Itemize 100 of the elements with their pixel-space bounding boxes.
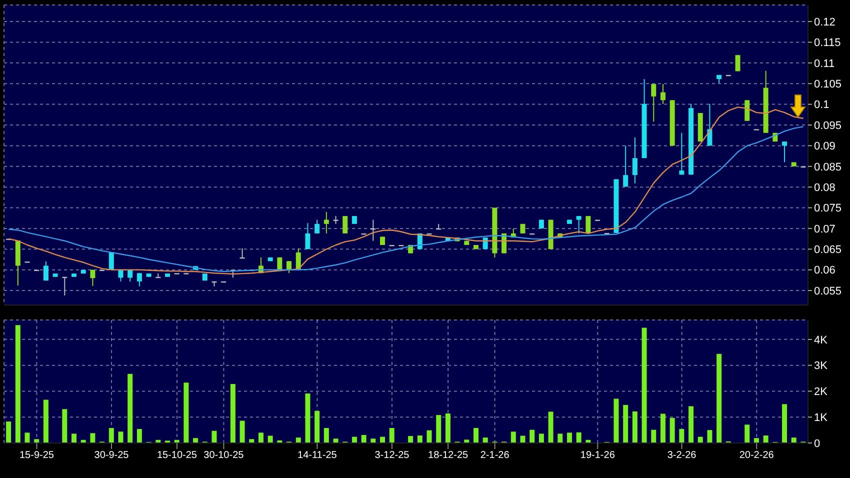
bar xyxy=(576,432,582,443)
bar xyxy=(538,434,544,443)
x-tick-label: 3-2-26 xyxy=(667,450,697,462)
bar xyxy=(558,434,563,443)
bar xyxy=(136,429,142,443)
bar xyxy=(24,432,30,443)
bar xyxy=(43,400,48,443)
y-tick-label: 0.075 xyxy=(814,202,842,215)
bar xyxy=(782,404,788,443)
bar xyxy=(230,384,236,443)
candlestick xyxy=(782,141,788,163)
bar xyxy=(482,438,488,443)
y-tick-label: 4K xyxy=(814,334,828,346)
bar xyxy=(744,424,750,443)
bar xyxy=(34,439,40,443)
y-tick-label: 0.11 xyxy=(814,58,835,70)
y-tick-label: 0.08 xyxy=(814,182,836,194)
y-tick-label: 2K xyxy=(814,386,828,398)
bar xyxy=(417,435,422,443)
bar xyxy=(651,430,656,443)
bar xyxy=(688,406,694,443)
candlestick xyxy=(623,145,628,188)
candlestick xyxy=(342,216,348,234)
y-tick-label: 0.105 xyxy=(814,78,842,91)
x-tick-label: 2-1-26 xyxy=(480,450,510,462)
x-tick-label: 19-1-26 xyxy=(580,450,616,462)
y-tick-label: 0.06 xyxy=(814,264,836,277)
y-tick-label: 0.12 xyxy=(814,16,836,28)
bar xyxy=(258,432,264,443)
bar xyxy=(389,428,394,443)
y-tick-label: 0 xyxy=(814,438,820,450)
x-tick-label: 15-10-25 xyxy=(156,450,198,462)
y-tick-label: 0.065 xyxy=(814,244,842,256)
bar xyxy=(679,429,684,443)
bar xyxy=(763,435,768,443)
candlestick xyxy=(305,222,310,250)
x-tick-label: 14-11-25 xyxy=(298,450,338,462)
bar xyxy=(314,410,320,443)
bar xyxy=(212,430,217,443)
bar xyxy=(530,430,535,443)
candlestick xyxy=(576,216,582,234)
bar xyxy=(623,404,628,443)
x-tick-label: 3-12-25 xyxy=(374,450,410,462)
bar xyxy=(754,438,759,443)
candlestick xyxy=(679,132,684,176)
bar xyxy=(62,409,68,443)
bar xyxy=(436,415,442,443)
x-tick-label: 15-9-25 xyxy=(19,450,54,462)
bar xyxy=(296,438,301,443)
bar xyxy=(184,382,189,443)
bar xyxy=(118,432,124,443)
candlestick xyxy=(744,100,750,122)
bar xyxy=(15,325,20,443)
bar xyxy=(614,398,619,443)
bar xyxy=(324,428,329,443)
bar xyxy=(791,438,796,443)
y-tick-label: 0.07 xyxy=(814,223,836,236)
candlestick xyxy=(324,211,329,234)
bar xyxy=(426,430,432,443)
bar xyxy=(249,439,254,443)
bar xyxy=(333,438,338,443)
bar xyxy=(408,436,414,443)
bar xyxy=(510,432,516,443)
y-tick-label: 3K xyxy=(814,360,828,372)
bar xyxy=(445,413,450,443)
bar xyxy=(632,411,638,443)
bar xyxy=(240,420,245,443)
x-tick-label: 30-9-25 xyxy=(94,450,130,462)
y-tick-label: 0.1 xyxy=(814,99,830,112)
bar xyxy=(268,436,273,443)
x-tick-label: 18-12-25 xyxy=(428,450,469,462)
candlestick xyxy=(43,261,48,282)
bar xyxy=(660,414,666,443)
candlestick xyxy=(632,136,638,184)
bar xyxy=(193,438,198,443)
candlestick xyxy=(314,219,320,234)
bar xyxy=(72,434,76,443)
bar xyxy=(548,412,554,443)
bar xyxy=(716,354,722,443)
candlestick xyxy=(651,84,656,122)
bar xyxy=(642,328,647,443)
bar xyxy=(707,430,712,443)
candlestick xyxy=(136,272,142,287)
y-tick-label: 1K xyxy=(814,412,828,424)
candlestick xyxy=(660,84,666,104)
bar xyxy=(370,438,376,443)
bar xyxy=(6,422,12,443)
bar xyxy=(108,428,114,443)
candlestick xyxy=(586,216,591,234)
y-tick-label: 0.095 xyxy=(814,120,842,132)
bar xyxy=(520,436,526,443)
bar xyxy=(90,433,96,443)
y-tick-label: 0.115 xyxy=(814,37,841,50)
candlestick xyxy=(90,269,96,286)
candlestick xyxy=(735,54,740,72)
bar xyxy=(464,440,470,443)
candlestick xyxy=(286,260,292,274)
y-tick-label: 0.09 xyxy=(814,140,836,153)
bar xyxy=(566,432,572,443)
bar xyxy=(128,374,133,443)
